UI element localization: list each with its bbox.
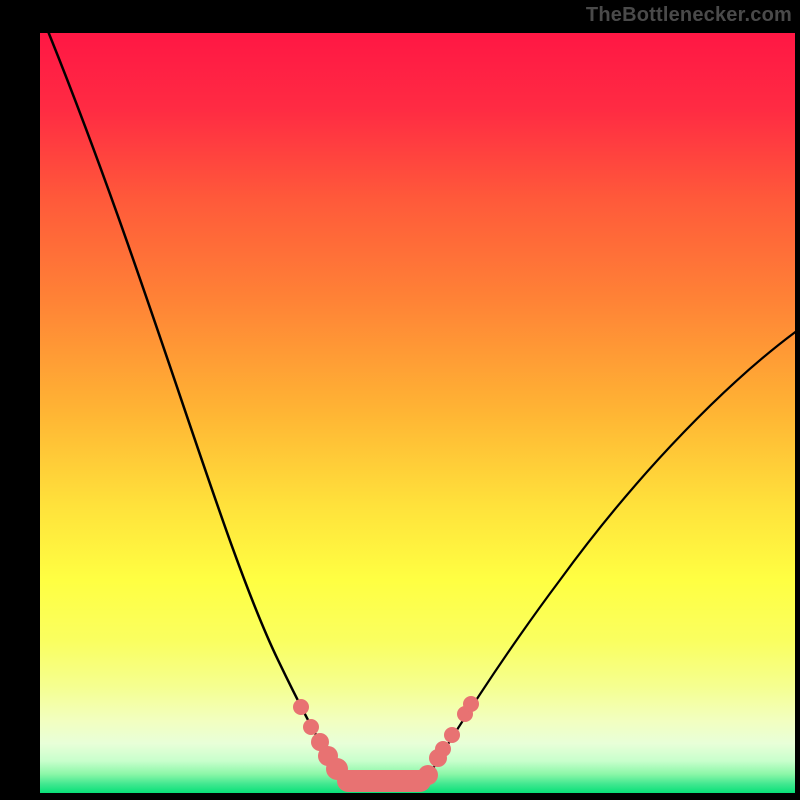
data-marker	[293, 699, 309, 715]
bottleneck-curve-chart	[0, 0, 800, 800]
plot-gradient-background	[40, 33, 795, 793]
data-marker	[435, 741, 451, 757]
watermark-text: TheBottlenecker.com	[586, 4, 792, 27]
data-marker	[444, 727, 460, 743]
chart-container: TheBottlenecker.com	[0, 0, 800, 800]
data-marker	[303, 719, 319, 735]
optimal-zone-bar	[337, 770, 431, 792]
data-marker	[463, 696, 479, 712]
